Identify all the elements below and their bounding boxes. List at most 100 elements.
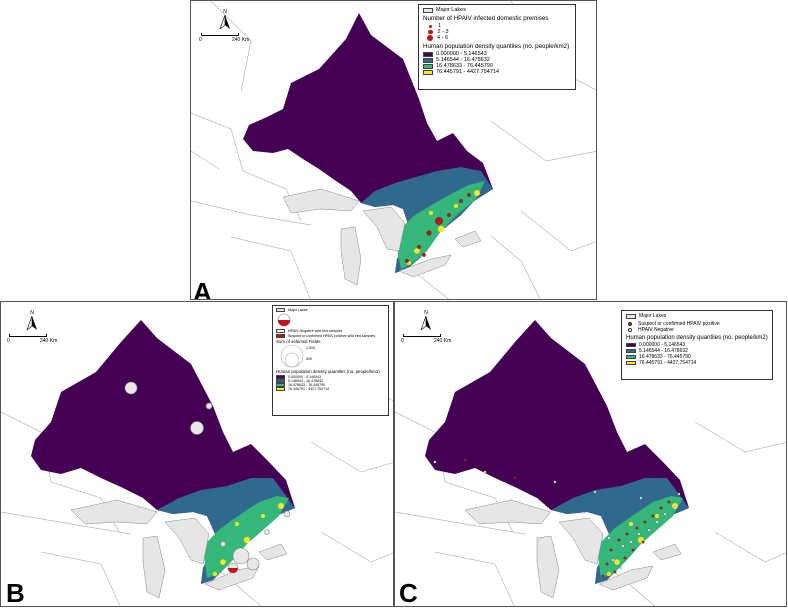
major-lakes-a xyxy=(282,188,482,286)
legend-c-density-4: 76.445791 - 4427.754714 xyxy=(639,360,697,366)
positive-swatch xyxy=(276,334,285,338)
legend-b-density-3: 16.478633 - 76.445790 xyxy=(288,383,326,387)
sample-circle-7 xyxy=(283,510,291,518)
density-swatch-1 xyxy=(276,375,285,379)
legend-c-density-1: 0.000000 - 5.146543 xyxy=(639,342,686,348)
sample-circle-9 xyxy=(220,541,226,547)
density-swatch-1 xyxy=(626,342,636,348)
density-swatch-4 xyxy=(626,360,636,366)
size-circles-icon xyxy=(280,344,304,368)
panel-letter-a: A xyxy=(193,277,212,300)
sample-circle-3 xyxy=(205,402,213,410)
scale-bar-a: 0 240 Km xyxy=(199,33,249,45)
density-swatch-2 xyxy=(276,379,285,383)
legend-a-point-2: 2 - 3 xyxy=(437,29,449,35)
panel-letter-b: B xyxy=(6,578,25,607)
point-class-1-symbol xyxy=(429,24,432,28)
size-value-1: 1,000 xyxy=(306,346,315,350)
scale-zero-a: 0 xyxy=(199,37,202,43)
north-label-a: N xyxy=(223,9,227,15)
lakes-swatch xyxy=(423,7,433,13)
point-class-2-symbol xyxy=(428,29,433,35)
legend-b-size-title: Sum of selected Fields xyxy=(276,339,321,344)
pie-symbol-icon xyxy=(277,313,291,327)
legend-c-density-title: Human population density quantiles (no. … xyxy=(626,335,768,341)
legend-b-negative: HPAIV Negative wild bird samples xyxy=(288,329,343,333)
proportional-symbols: 1,000 500 xyxy=(276,344,385,368)
north-label-c: N xyxy=(424,310,428,316)
sample-circle-4 xyxy=(232,547,250,565)
sample-circle-1 xyxy=(124,381,138,395)
legend-a-density-3: 16.478633 - 76.445790 xyxy=(436,63,493,69)
density-swatch-2 xyxy=(626,348,636,354)
lakes-swatch xyxy=(276,308,285,312)
map-panel-c: N 0 240 Km Major Lakes Suspect or confir… xyxy=(394,301,787,607)
legend-b-density-title: Human population density quantiles (no. … xyxy=(276,369,380,374)
legend-b-positive: Suspect or confirmed HPAIV positive wild… xyxy=(288,334,376,338)
legend-a-density-title: Human population density quantiles (no. … xyxy=(423,43,570,50)
north-arrow-b: N xyxy=(25,310,39,335)
legend-c-density-3: 16.478633 - 76.445790 xyxy=(639,354,691,360)
positive-point-symbol xyxy=(628,322,632,326)
map-panel-a: N 0 240 Km Major Lakes Number of HPAIV i… xyxy=(190,0,597,300)
north-label-b: N xyxy=(30,310,34,316)
legend-a-point-3: 4 - 6 xyxy=(437,35,449,41)
urban-density-b xyxy=(212,503,284,577)
density-swatch-2 xyxy=(423,57,433,63)
legend-b-lakes: Major Lakes xyxy=(288,308,308,312)
ontario-region-b xyxy=(31,320,295,584)
scale-distance-a: 240 Km xyxy=(232,37,250,43)
map-c-canvas xyxy=(395,320,786,606)
lakes-swatch xyxy=(626,313,636,319)
map-a-canvas xyxy=(191,1,596,299)
density-swatch-3 xyxy=(276,383,285,387)
scale-distance-b: 240 Km xyxy=(40,338,58,344)
legend-c-lakes: Major Lakes xyxy=(639,313,667,319)
sample-positive-wedge xyxy=(228,568,238,573)
wild-bird-samples-b xyxy=(124,381,291,574)
sample-circle-8 xyxy=(264,529,270,535)
legend-a-lakes: Major Lakes xyxy=(436,7,466,13)
legend-a-density-1: 0.000000 - 5.146543 xyxy=(436,51,487,57)
legend-a-point-1: 1 xyxy=(438,23,442,29)
legend-a-points-title: Number of HPAIV infected domestic premis… xyxy=(423,15,549,22)
density-swatch-3 xyxy=(423,63,433,69)
legend-c-negative: HPAIV Negative xyxy=(638,327,674,333)
legend-a: Major Lakes Number of HPAIV infected dom… xyxy=(418,4,576,90)
density-swatch-4 xyxy=(276,387,285,391)
density-swatch-3 xyxy=(626,354,636,360)
legend-b: Major Lakes HPAIV Negative wild bird sam… xyxy=(272,305,389,416)
panel-letter-c: C xyxy=(399,578,418,607)
negative-point-symbol xyxy=(628,328,632,332)
hpaiv-premises-a xyxy=(405,193,471,263)
urban-density-c xyxy=(606,503,678,577)
north-arrow-a: N xyxy=(218,9,232,34)
major-lakes-b xyxy=(70,499,288,599)
map-b-canvas xyxy=(1,311,393,606)
major-lakes-c xyxy=(464,499,682,599)
scale-bar-b: 0 240 Km xyxy=(7,334,57,346)
scale-distance-c: 240 Km xyxy=(434,338,452,344)
north-arrow-icon xyxy=(219,14,230,30)
negative-swatch xyxy=(276,329,285,333)
scale-bar-c: 0 240 Km xyxy=(401,334,451,346)
legend-a-density-4: 76.445791 - 4427.754714 xyxy=(436,69,500,75)
legend-a-density-2: 5.146544 - 16.478632 xyxy=(436,57,490,63)
point-class-3-symbol xyxy=(427,35,433,41)
legend-c-positive: Suspect or confirmed HPAIV positive xyxy=(638,321,720,327)
legend-c-density-2: 5.146544 - 16.478632 xyxy=(639,348,688,354)
legend-c: Major Lakes Suspect or confirmed HPAIV p… xyxy=(621,310,773,380)
legend-b-density-4: 76.445791 - 4427.754714 xyxy=(288,387,330,391)
scale-zero-b: 0 xyxy=(7,338,10,344)
density-swatch-4 xyxy=(423,69,433,75)
legend-b-density-2: 5.146544 - 16.478632 xyxy=(288,379,324,383)
sample-circle-5 xyxy=(246,557,260,571)
scale-zero-c: 0 xyxy=(401,338,404,344)
legend-b-density-1: 0.000000 - 5.146543 xyxy=(288,375,322,379)
sample-circle-2 xyxy=(190,421,204,435)
north-arrow-c: N xyxy=(419,310,433,335)
sample-points-c xyxy=(433,458,681,578)
north-arrow-icon xyxy=(26,315,37,331)
size-value-2: 500 xyxy=(306,357,312,361)
